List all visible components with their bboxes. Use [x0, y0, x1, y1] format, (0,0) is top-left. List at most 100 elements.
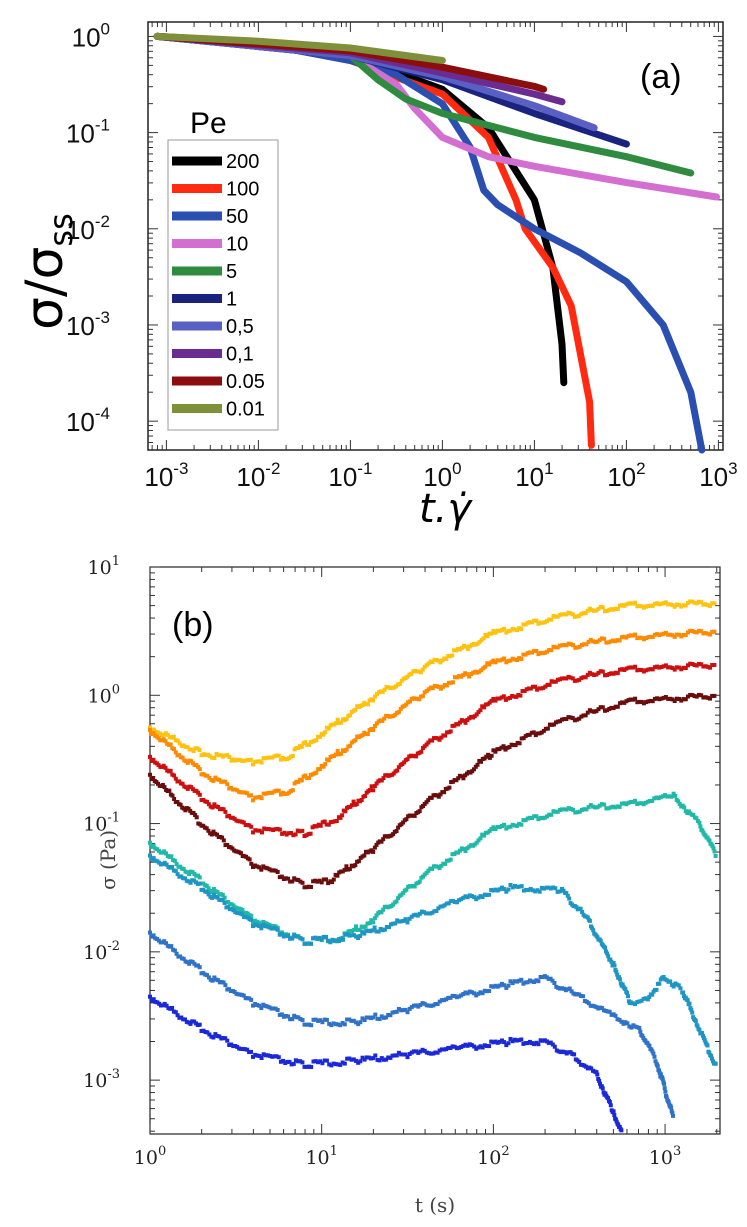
data-point [652, 1054, 657, 1059]
y-tick-label: 10-4 [66, 404, 110, 437]
data-point [354, 924, 358, 929]
data-point [333, 721, 338, 726]
data-point [527, 620, 532, 625]
data-point [605, 608, 610, 613]
data-point [392, 1053, 397, 1058]
data-point [683, 666, 688, 670]
data-point [300, 1018, 305, 1023]
data-point [567, 896, 572, 901]
data-point [701, 664, 706, 669]
data-point [583, 611, 588, 616]
data-point [622, 700, 627, 705]
data-point [422, 1048, 427, 1053]
data-point [575, 614, 580, 619]
data-point [483, 664, 488, 669]
data-point [298, 879, 303, 884]
data-point [354, 934, 358, 939]
data-point [313, 1017, 318, 1022]
data-point [426, 868, 431, 873]
data-point [265, 921, 270, 926]
data-point [517, 821, 522, 826]
data-point [364, 928, 369, 933]
data-point [148, 772, 152, 777]
data-point [431, 1003, 436, 1008]
data-point [686, 600, 690, 605]
data-point [446, 680, 451, 685]
data-point [703, 664, 708, 669]
data-point [436, 794, 441, 799]
data-point [351, 1018, 356, 1023]
data-point [635, 604, 640, 609]
data-point [572, 1052, 577, 1057]
data-point [641, 669, 646, 674]
data-point [173, 750, 178, 755]
data-point [267, 867, 272, 872]
data-point [448, 995, 453, 1000]
data-point [326, 881, 331, 886]
data-point [459, 897, 464, 902]
data-point [536, 817, 541, 822]
data-point [703, 631, 708, 636]
panel-a: 10-3 10-2 10-1 100 101 102 103 10010-110-210-3… [15, 19, 738, 532]
data-point [401, 918, 406, 923]
data-point [515, 628, 519, 632]
data-point [194, 815, 199, 820]
data-point [170, 1006, 175, 1010]
data-point [329, 1063, 334, 1068]
data-point [467, 893, 472, 898]
data-point [624, 635, 629, 640]
data-point [493, 887, 498, 892]
data-point [701, 602, 706, 607]
data-point [620, 667, 625, 672]
data-point [587, 606, 592, 611]
data-point [404, 817, 409, 822]
data-point [151, 730, 156, 735]
data-point [489, 1039, 494, 1044]
data-point [697, 1027, 702, 1032]
data-point [549, 648, 554, 653]
data-point [369, 918, 374, 923]
data-point [444, 1047, 449, 1052]
data-point [371, 728, 376, 732]
data-point [518, 693, 523, 698]
data-point [493, 630, 498, 635]
series-markers-s1 [148, 599, 717, 767]
data-point [549, 617, 554, 622]
data-point [321, 934, 326, 939]
data-point [573, 645, 578, 650]
data-point [600, 1086, 605, 1091]
data-point [281, 877, 286, 881]
data-point [657, 665, 662, 670]
data-point [489, 984, 494, 989]
data-point [505, 696, 510, 701]
data-point [396, 825, 401, 830]
data-point [208, 754, 213, 759]
data-point [206, 828, 211, 833]
data-point [351, 1057, 356, 1062]
series-markers-s3 [148, 661, 717, 838]
data-point [656, 796, 661, 801]
data-point [472, 991, 477, 996]
data-point [538, 1038, 543, 1043]
data-point [612, 1113, 617, 1118]
data-point [360, 1016, 365, 1021]
data-point [686, 694, 690, 699]
data-point [667, 794, 672, 799]
data-point [582, 807, 587, 812]
data-point [210, 890, 215, 894]
data-point [221, 754, 225, 759]
data-point [286, 876, 290, 881]
data-point [245, 791, 250, 796]
data-point [369, 784, 374, 789]
data-point [635, 668, 640, 673]
data-point [223, 983, 228, 988]
data-point [251, 1054, 255, 1059]
data-point [403, 1007, 408, 1012]
data-point [689, 1007, 694, 1012]
data-point [264, 827, 269, 832]
data-point [393, 921, 398, 926]
data-point [617, 804, 622, 809]
data-point [482, 988, 487, 993]
data-point [594, 709, 599, 714]
data-point [376, 929, 381, 934]
